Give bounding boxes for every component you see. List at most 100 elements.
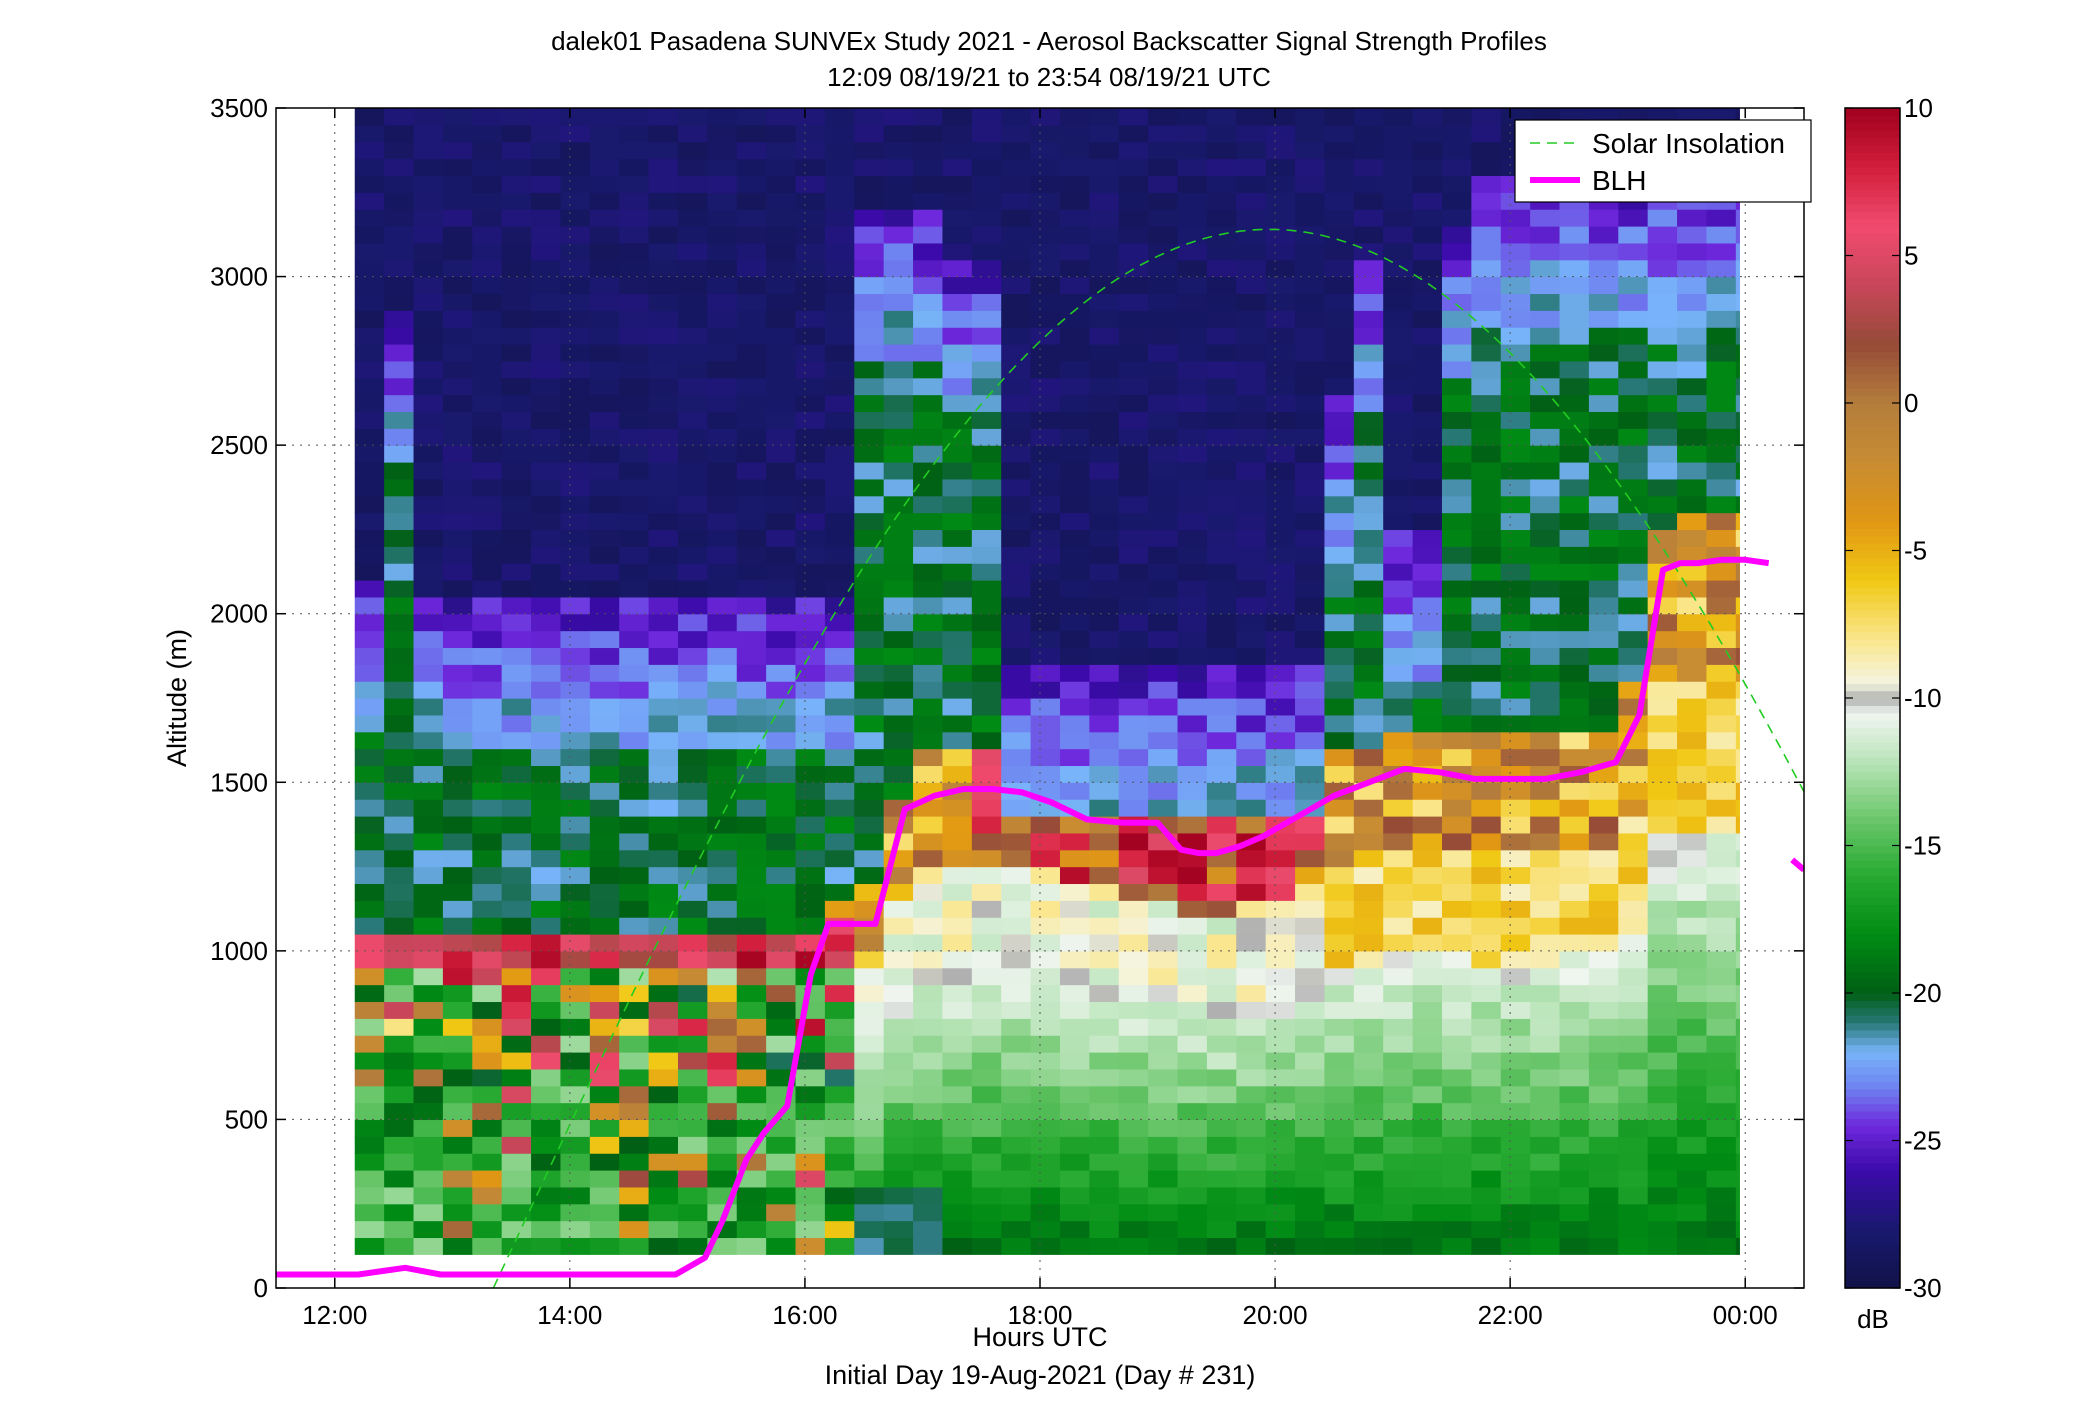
heatmap-cell — [1030, 276, 1061, 295]
heatmap-cell — [1588, 714, 1619, 733]
heatmap-cell — [795, 192, 826, 210]
heatmap-cell — [1324, 630, 1355, 649]
heatmap-cell — [1324, 445, 1355, 463]
heatmap-cell — [971, 1237, 1002, 1255]
heatmap-cell — [1559, 1085, 1590, 1104]
heatmap-cell — [736, 563, 767, 581]
heatmap-cell — [736, 1001, 767, 1019]
heatmap-cell — [384, 1220, 415, 1239]
heatmap-cell — [472, 242, 503, 261]
heatmap-cell — [560, 782, 591, 800]
heatmap-cell — [795, 462, 826, 480]
heatmap-cell — [1588, 563, 1619, 581]
heatmap-cell — [1089, 1136, 1120, 1154]
heatmap-cell — [883, 124, 914, 143]
heatmap-cell — [971, 108, 1002, 126]
heatmap-cell — [824, 512, 855, 531]
heatmap-cell — [1735, 799, 1740, 817]
heatmap-cell — [1530, 1102, 1561, 1121]
colorbar-segment — [1845, 875, 1900, 883]
heatmap-cell — [442, 765, 473, 783]
heatmap-cell — [1206, 1085, 1237, 1104]
heatmap-cell — [1001, 158, 1032, 177]
heatmap-cell — [501, 293, 532, 311]
heatmap-cell — [413, 462, 444, 480]
heatmap-cell — [442, 1153, 473, 1171]
heatmap-cell — [1471, 192, 1502, 210]
heatmap-cell — [1206, 276, 1237, 295]
heatmap-cell — [854, 1001, 885, 1019]
heatmap-cell — [1618, 209, 1649, 227]
heatmap-cell — [1559, 832, 1590, 851]
colorbar-segment — [1845, 203, 1900, 212]
heatmap-cell — [1236, 849, 1267, 868]
heatmap-cell — [1324, 765, 1355, 783]
heatmap-cell — [1706, 226, 1737, 244]
heatmap-cell — [442, 900, 473, 918]
heatmap-cell — [531, 1220, 562, 1239]
heatmap-cell — [766, 934, 797, 952]
heatmap-cell — [1236, 613, 1267, 632]
colorbar-segment — [1845, 1022, 1900, 1031]
heatmap-cell — [501, 698, 532, 716]
heatmap-cell — [619, 512, 650, 531]
heatmap-cell — [472, 832, 503, 851]
heatmap-cell — [736, 630, 767, 649]
heatmap-cell — [1471, 310, 1502, 328]
heatmap-cell — [677, 1186, 708, 1205]
heatmap-cell — [1706, 1052, 1737, 1070]
heatmap-cell — [1030, 580, 1061, 598]
heatmap-cell — [971, 158, 1002, 177]
heatmap-cell — [413, 1186, 444, 1205]
heatmap-cell — [736, 428, 767, 446]
heatmap-cell — [883, 782, 914, 800]
heatmap-cell — [795, 495, 826, 514]
heatmap-cell — [1324, 984, 1355, 1003]
heatmap-cell — [1647, 647, 1678, 665]
heatmap-cell — [913, 512, 944, 531]
heatmap-cell — [1471, 1052, 1502, 1070]
heatmap-cell — [354, 1035, 385, 1053]
colorbar-segment — [1845, 1007, 1900, 1016]
heatmap-cell — [1735, 849, 1740, 868]
heatmap-cell — [1353, 327, 1384, 345]
heatmap-cell — [707, 478, 738, 497]
heatmap-cell — [413, 596, 444, 615]
heatmap-cell — [589, 866, 620, 885]
heatmap-cell — [1735, 1035, 1740, 1053]
heatmap-cell — [971, 1018, 1002, 1036]
heatmap-cell — [824, 849, 855, 868]
heatmap-cell — [707, 1136, 738, 1154]
heatmap-cell — [1118, 428, 1149, 446]
heatmap-cell — [354, 630, 385, 649]
heatmap-cell — [1206, 596, 1237, 615]
heatmap-cell — [619, 276, 650, 295]
heatmap-cell — [1236, 748, 1267, 767]
heatmap-cell — [501, 900, 532, 918]
heatmap-cell — [1559, 1119, 1590, 1137]
heatmap-cell — [707, 799, 738, 817]
heatmap-cell — [1206, 613, 1237, 632]
x-axis-label: Hours UTC — [972, 1322, 1107, 1352]
heatmap-cell — [1206, 714, 1237, 733]
heatmap-cell — [1530, 967, 1561, 986]
heatmap-cell — [1618, 360, 1649, 379]
heatmap-cell — [913, 259, 944, 278]
heatmap-cell — [384, 108, 415, 126]
heatmap-cell — [1148, 1220, 1179, 1239]
heatmap-cell — [1001, 883, 1032, 901]
heatmap-cell — [1383, 934, 1414, 952]
heatmap-cell — [648, 209, 679, 227]
heatmap-cell — [1588, 866, 1619, 885]
heatmap-cell — [354, 175, 385, 193]
heatmap-cell — [1441, 1035, 1472, 1053]
heatmap-cell — [619, 478, 650, 497]
heatmap-cell — [971, 512, 1002, 531]
heatmap-cell — [1118, 934, 1149, 952]
heatmap-cell — [1265, 124, 1296, 143]
heatmap-cell — [1324, 478, 1355, 497]
heatmap-cell — [1706, 1136, 1737, 1154]
heatmap-cell — [1059, 883, 1090, 901]
heatmap-cell — [472, 529, 503, 547]
heatmap-cell — [1412, 714, 1443, 733]
